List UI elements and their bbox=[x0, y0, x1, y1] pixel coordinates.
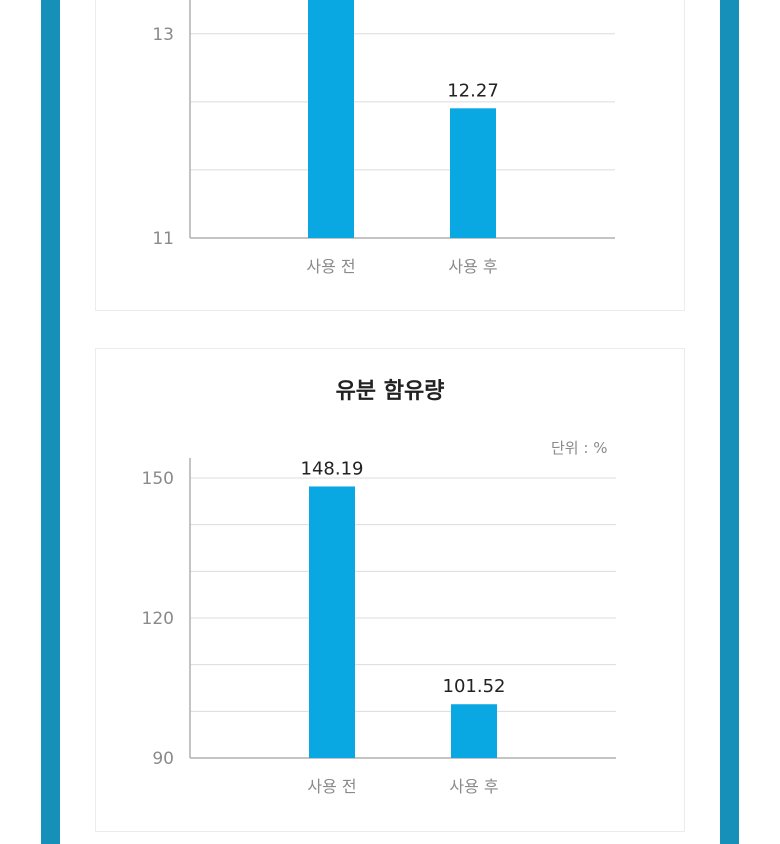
data-label: 148.19 bbox=[301, 458, 364, 479]
bar bbox=[450, 108, 496, 238]
y-tick-label: 150 bbox=[142, 469, 174, 489]
bar-chart-oil-content: 90 120 150 148.19 사용 전 101.52 사용 후 bbox=[142, 458, 616, 796]
category-label: 사용 전 bbox=[307, 777, 356, 796]
category-label: 사용 후 bbox=[449, 777, 498, 796]
bar-chart-top: 11 13 사용 전 12.27 사용 후 bbox=[152, 0, 615, 276]
left-frame-bar bbox=[41, 0, 60, 844]
y-tick-label: 120 bbox=[142, 609, 174, 629]
bar bbox=[451, 704, 497, 758]
y-tick-label: 13 bbox=[152, 25, 174, 45]
chart-title: 유분 함유량 bbox=[335, 379, 445, 404]
category-label: 사용 후 bbox=[448, 257, 497, 276]
right-frame-bar bbox=[720, 0, 739, 844]
chart-card-top: 11 13 사용 전 12.27 사용 후 bbox=[95, 0, 685, 311]
y-tick-label: 11 bbox=[152, 229, 174, 249]
unit-label: 단위 : % bbox=[551, 439, 608, 457]
chart-card-oil-content: 유분 함유량 단위 : % 90 120 150 148.19 사용 전 101.52 사용… bbox=[95, 348, 685, 832]
data-label: 101.52 bbox=[443, 676, 506, 697]
bar bbox=[309, 486, 355, 758]
bar bbox=[308, 0, 354, 238]
data-label: 12.27 bbox=[447, 80, 499, 101]
y-tick-label: 90 bbox=[152, 749, 174, 769]
category-label: 사용 전 bbox=[306, 257, 355, 276]
